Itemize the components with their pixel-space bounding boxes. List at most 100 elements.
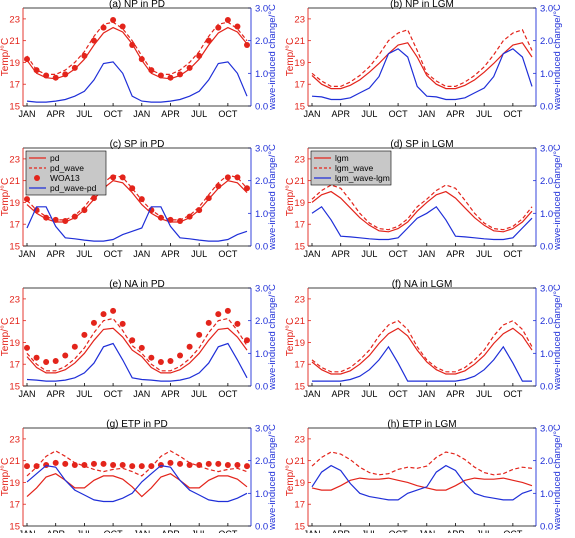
x-tick-label: JUL <box>361 109 377 119</box>
x-tick-label: OCT <box>218 109 238 119</box>
series-pd <box>26 327 248 374</box>
left-tick-label: 15 <box>9 382 20 393</box>
series-line <box>311 29 533 88</box>
series-line <box>26 206 248 242</box>
right-axis-label: wave-induced change/°C <box>267 424 278 531</box>
x-tick-label: APR <box>46 529 65 533</box>
data-point <box>177 352 184 359</box>
panel-title: (a) NP in PD <box>109 0 165 10</box>
panel-6: (f) NA in LGM 15 17 19 21 23 0.0 1.0 2.0 3.0 JAN AP… <box>285 279 563 399</box>
x-tick-label: JAN <box>418 529 435 533</box>
right-tick-label: 1.0 <box>255 349 268 360</box>
x-tick-label: JAN <box>418 109 435 119</box>
left-tick-label: 23 <box>9 154 20 165</box>
left-tick-label: 17 <box>294 220 305 231</box>
x-tick-label: JUL <box>76 109 92 119</box>
data-point <box>196 207 203 214</box>
data-point <box>138 56 145 63</box>
series-lgm-wave <box>311 451 533 476</box>
data-point <box>71 462 78 469</box>
data-point <box>167 216 174 223</box>
data-point <box>100 24 107 31</box>
left-tick-label: 15 <box>294 522 305 533</box>
right-tick-label: 1.0 <box>255 69 268 80</box>
data-point <box>215 183 222 190</box>
data-point <box>71 213 78 220</box>
x-tick-label: JUL <box>76 529 92 533</box>
x-tick-label: JUL <box>361 389 377 399</box>
panel-title: (c) SP in PD <box>110 139 165 150</box>
data-point <box>100 311 107 318</box>
data-point <box>43 72 50 79</box>
data-point <box>52 216 59 223</box>
right-tick-label: 0.0 <box>255 242 268 253</box>
data-point <box>215 460 222 467</box>
x-tick-label: APR <box>331 249 350 259</box>
data-point <box>110 307 117 314</box>
data-point <box>90 195 97 202</box>
data-point <box>129 337 136 344</box>
series-line <box>311 327 533 375</box>
series-line <box>311 42 533 90</box>
data-point <box>81 462 88 469</box>
x-tick-label: APR <box>331 109 350 119</box>
data-point <box>110 462 117 469</box>
right-axis-label: wave-induced change/°C <box>267 284 278 391</box>
data-point <box>167 459 174 466</box>
series-lgm-wave-lgm <box>311 464 533 501</box>
series-line <box>26 327 248 374</box>
data-point <box>129 463 136 470</box>
legend-label: pd_wave-pd <box>50 183 97 193</box>
x-tick-label: APR <box>46 109 65 119</box>
panel-title: (g) ETP in PD <box>106 419 168 430</box>
data-point <box>81 331 88 338</box>
x-tick-label: OCT <box>104 389 124 399</box>
x-tick-label: OCT <box>389 389 409 399</box>
legend-label: pd_wave <box>50 163 84 173</box>
x-tick-label: OCT <box>218 249 238 259</box>
data-point <box>244 463 250 470</box>
x-tick-label: JUL <box>191 389 207 399</box>
right-axis-label: wave-induced change/°C <box>552 284 563 391</box>
x-tick-label: APR <box>331 529 350 533</box>
x-tick-label: APR <box>446 249 465 259</box>
series-line <box>311 451 533 476</box>
right-tick-label: 1.0 <box>540 69 553 80</box>
right-tick-label: 0.0 <box>540 522 553 533</box>
right-tick-label: 2.0 <box>255 316 268 327</box>
left-tick-label: 23 <box>294 14 305 25</box>
data-point <box>177 460 184 467</box>
right-tick-label: 2.0 <box>255 456 268 467</box>
data-point <box>157 359 164 366</box>
right-tick-label: 3.0 <box>540 284 553 295</box>
x-tick-label: JAN <box>418 249 435 259</box>
x-tick-label: OCT <box>218 389 238 399</box>
data-point <box>157 72 164 79</box>
right-tick-label: 3.0 <box>540 144 553 155</box>
data-point <box>119 462 126 469</box>
right-axis-label: wave-induced change/°C <box>552 144 563 251</box>
data-point <box>33 354 40 361</box>
left-tick-label: 23 <box>294 434 305 445</box>
series-pd-wave-pd <box>26 464 248 503</box>
legend-marker <box>34 175 40 181</box>
left-tick-label: 21 <box>9 36 20 47</box>
series-line <box>26 464 248 503</box>
x-tick-label: OCT <box>104 109 124 119</box>
left-tick-label: 21 <box>294 36 305 47</box>
x-tick-label: OCT <box>104 249 124 259</box>
data-point <box>62 217 69 224</box>
series-lgm-wave <box>311 29 533 88</box>
data-point <box>196 331 203 338</box>
data-point <box>52 357 59 364</box>
data-point <box>110 174 117 181</box>
series-lgm-wave-lgm <box>311 48 533 101</box>
left-tick-label: 17 <box>9 220 20 231</box>
series-pd-wave <box>26 317 248 372</box>
x-tick-label: JAN <box>303 529 320 533</box>
left-axis-label: Temp/°C <box>0 38 11 76</box>
x-tick-label: APR <box>446 529 465 533</box>
right-tick-label: 2.0 <box>540 176 553 187</box>
data-point <box>234 320 241 327</box>
x-tick-label: OCT <box>503 389 523 399</box>
